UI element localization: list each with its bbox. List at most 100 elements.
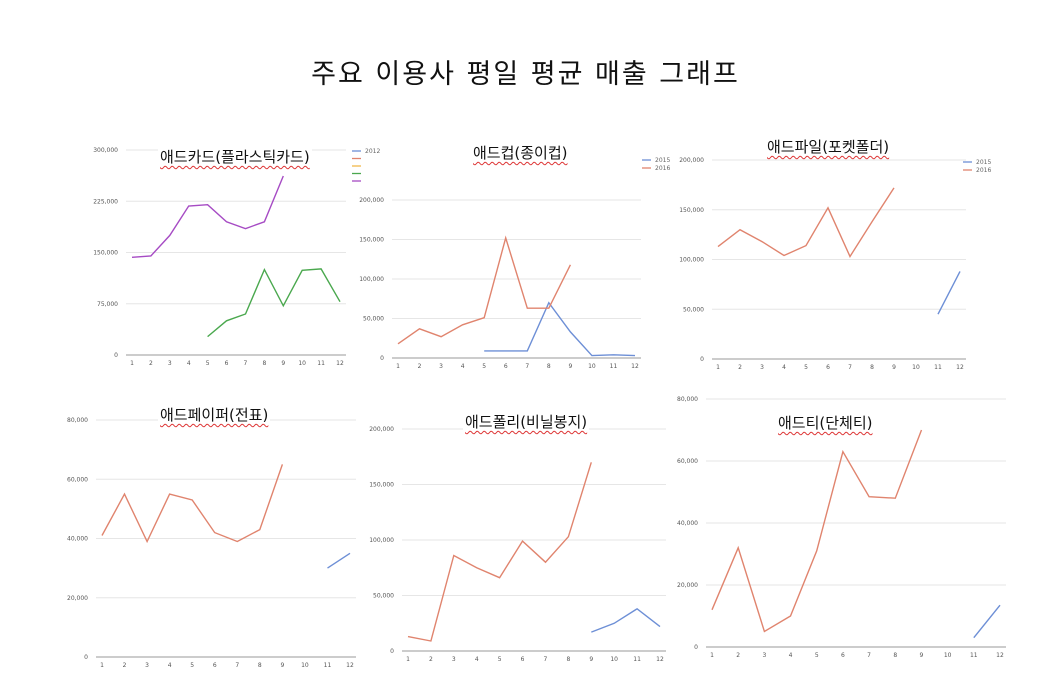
y-tick-label: 20,000 [677,582,698,589]
chart-title: 애드컵(종이컵) [471,142,570,163]
y-tick-label: 150,000 [679,207,704,214]
legend-label: 2015 [655,157,670,164]
x-tick-label: 11 [633,656,641,663]
x-tick-label: 1 [406,656,410,663]
x-tick-label: 6 [521,656,525,663]
y-tick-label: 100,000 [369,537,394,544]
x-tick-label: 8 [566,656,570,663]
x-tick-label: 8 [893,652,897,659]
series-line [937,271,961,315]
chart-title: 애드카드(플라스틱카드) [158,146,312,167]
x-tick-label: 11 [970,652,978,659]
y-tick-label: 200,000 [359,197,384,204]
x-tick-label: 3 [762,652,766,659]
x-tick-label: 8 [262,360,266,367]
page-title: 주요 이용사 평일 평균 매출 그래프 [311,59,740,90]
x-tick-label: 3 [145,662,149,669]
x-tick-label: 2 [738,364,742,371]
x-tick-label: 4 [461,363,465,370]
x-tick-label: 5 [190,662,194,669]
series-line [207,267,341,338]
y-tick-label: 150,000 [93,250,118,257]
x-tick-label: 2 [418,363,422,370]
chart-title: 애드티(단체티) [776,412,875,433]
x-tick-label: 11 [317,360,325,367]
x-tick-label: 10 [944,652,952,659]
x-tick-label: 12 [656,656,664,663]
x-tick-label: 7 [544,656,548,663]
x-tick-label: 6 [841,652,845,659]
x-tick-label: 9 [568,363,572,370]
series-line [407,462,592,642]
y-tick-label: 50,000 [683,306,704,313]
chart-adpaper: 0 20,000 40,000 60,000 80,000 1 2 3 4 5 6 7 8 9 10 11 12… [60,400,370,675]
x-tick-label: 9 [892,364,896,371]
legend-label: 2016 [655,165,670,172]
chart-title: 애드폴리(비닐봉지) [463,411,590,432]
y-tick-label: 100,000 [679,257,704,264]
y-tick-label: 300,000 [93,147,118,154]
x-tick-label: 7 [235,662,239,669]
chart-adpoly: 0 50,000 100,000 150,000 200,000 1 2 3 4 5 6 7 8 9 10 1… [360,410,670,675]
y-tick-label: 200,000 [679,157,704,164]
x-tick-label: 10 [610,656,618,663]
y-tick-label: 50,000 [363,316,384,323]
x-tick-label: 4 [187,360,191,367]
x-tick-label: 1 [100,662,104,669]
x-tick-label: 9 [280,662,284,669]
y-tick-label: 150,000 [359,237,384,244]
chart-adfile: 0 50,000 100,000 150,000 200,000 1 2 3 4 5 6 7 8 9 10 1… [679,134,1000,372]
legend-label: 2016 [976,167,991,174]
y-tick-label: 75,000 [97,301,118,308]
x-tick-label: 3 [452,656,456,663]
series-line [717,187,895,258]
x-tick-label: 1 [710,652,714,659]
series-line [131,175,284,258]
x-tick-label: 5 [482,363,486,370]
chart-title: 애드페이퍼(전표) [158,404,271,425]
x-tick-label: 6 [504,363,508,370]
y-tick-label: 0 [700,356,704,363]
x-tick-label: 9 [281,360,285,367]
x-tick-label: 1 [716,364,720,371]
x-tick-label: 3 [439,363,443,370]
x-tick-label: 10 [298,360,306,367]
y-tick-label: 150,000 [369,482,394,489]
x-tick-label: 6 [225,360,229,367]
x-tick-label: 10 [912,364,920,371]
x-tick-label: 7 [848,364,852,371]
y-tick-label: 20,000 [67,595,88,602]
x-tick-label: 9 [920,652,924,659]
y-tick-label: 40,000 [67,536,88,543]
y-tick-label: 0 [390,648,394,655]
series-line [327,552,351,569]
x-tick-label: 12 [336,360,344,367]
x-tick-label: 4 [475,656,479,663]
series-line [591,607,661,633]
y-tick-label: 80,000 [677,396,698,403]
y-tick-label: 40,000 [677,520,698,527]
x-tick-label: 1 [130,360,134,367]
x-tick-label: 2 [123,662,127,669]
x-tick-label: 5 [206,360,210,367]
x-tick-label: 2 [429,656,433,663]
x-tick-label: 4 [168,662,172,669]
x-tick-label: 6 [826,364,830,371]
series-line [973,604,1001,639]
x-tick-label: 12 [956,364,964,371]
x-tick-label: 1 [396,363,400,370]
y-tick-label: 200,000 [369,426,394,433]
chart-adcup: 0 50,000 100,000 150,000 200,000 1 2 3 4 5 6 7 8 9 10 1… [359,140,670,375]
y-tick-label: 0 [380,355,384,362]
x-tick-label: 7 [525,363,529,370]
x-tick-label: 12 [996,652,1004,659]
y-tick-label: 50,000 [373,593,394,600]
legend-label: 2015 [976,159,991,166]
series-line [711,429,923,633]
x-tick-label: 11 [934,364,942,371]
